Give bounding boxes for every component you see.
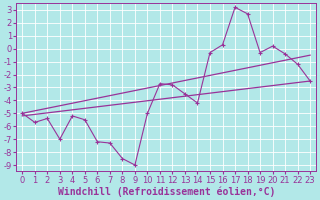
- X-axis label: Windchill (Refroidissement éolien,°C): Windchill (Refroidissement éolien,°C): [58, 186, 275, 197]
